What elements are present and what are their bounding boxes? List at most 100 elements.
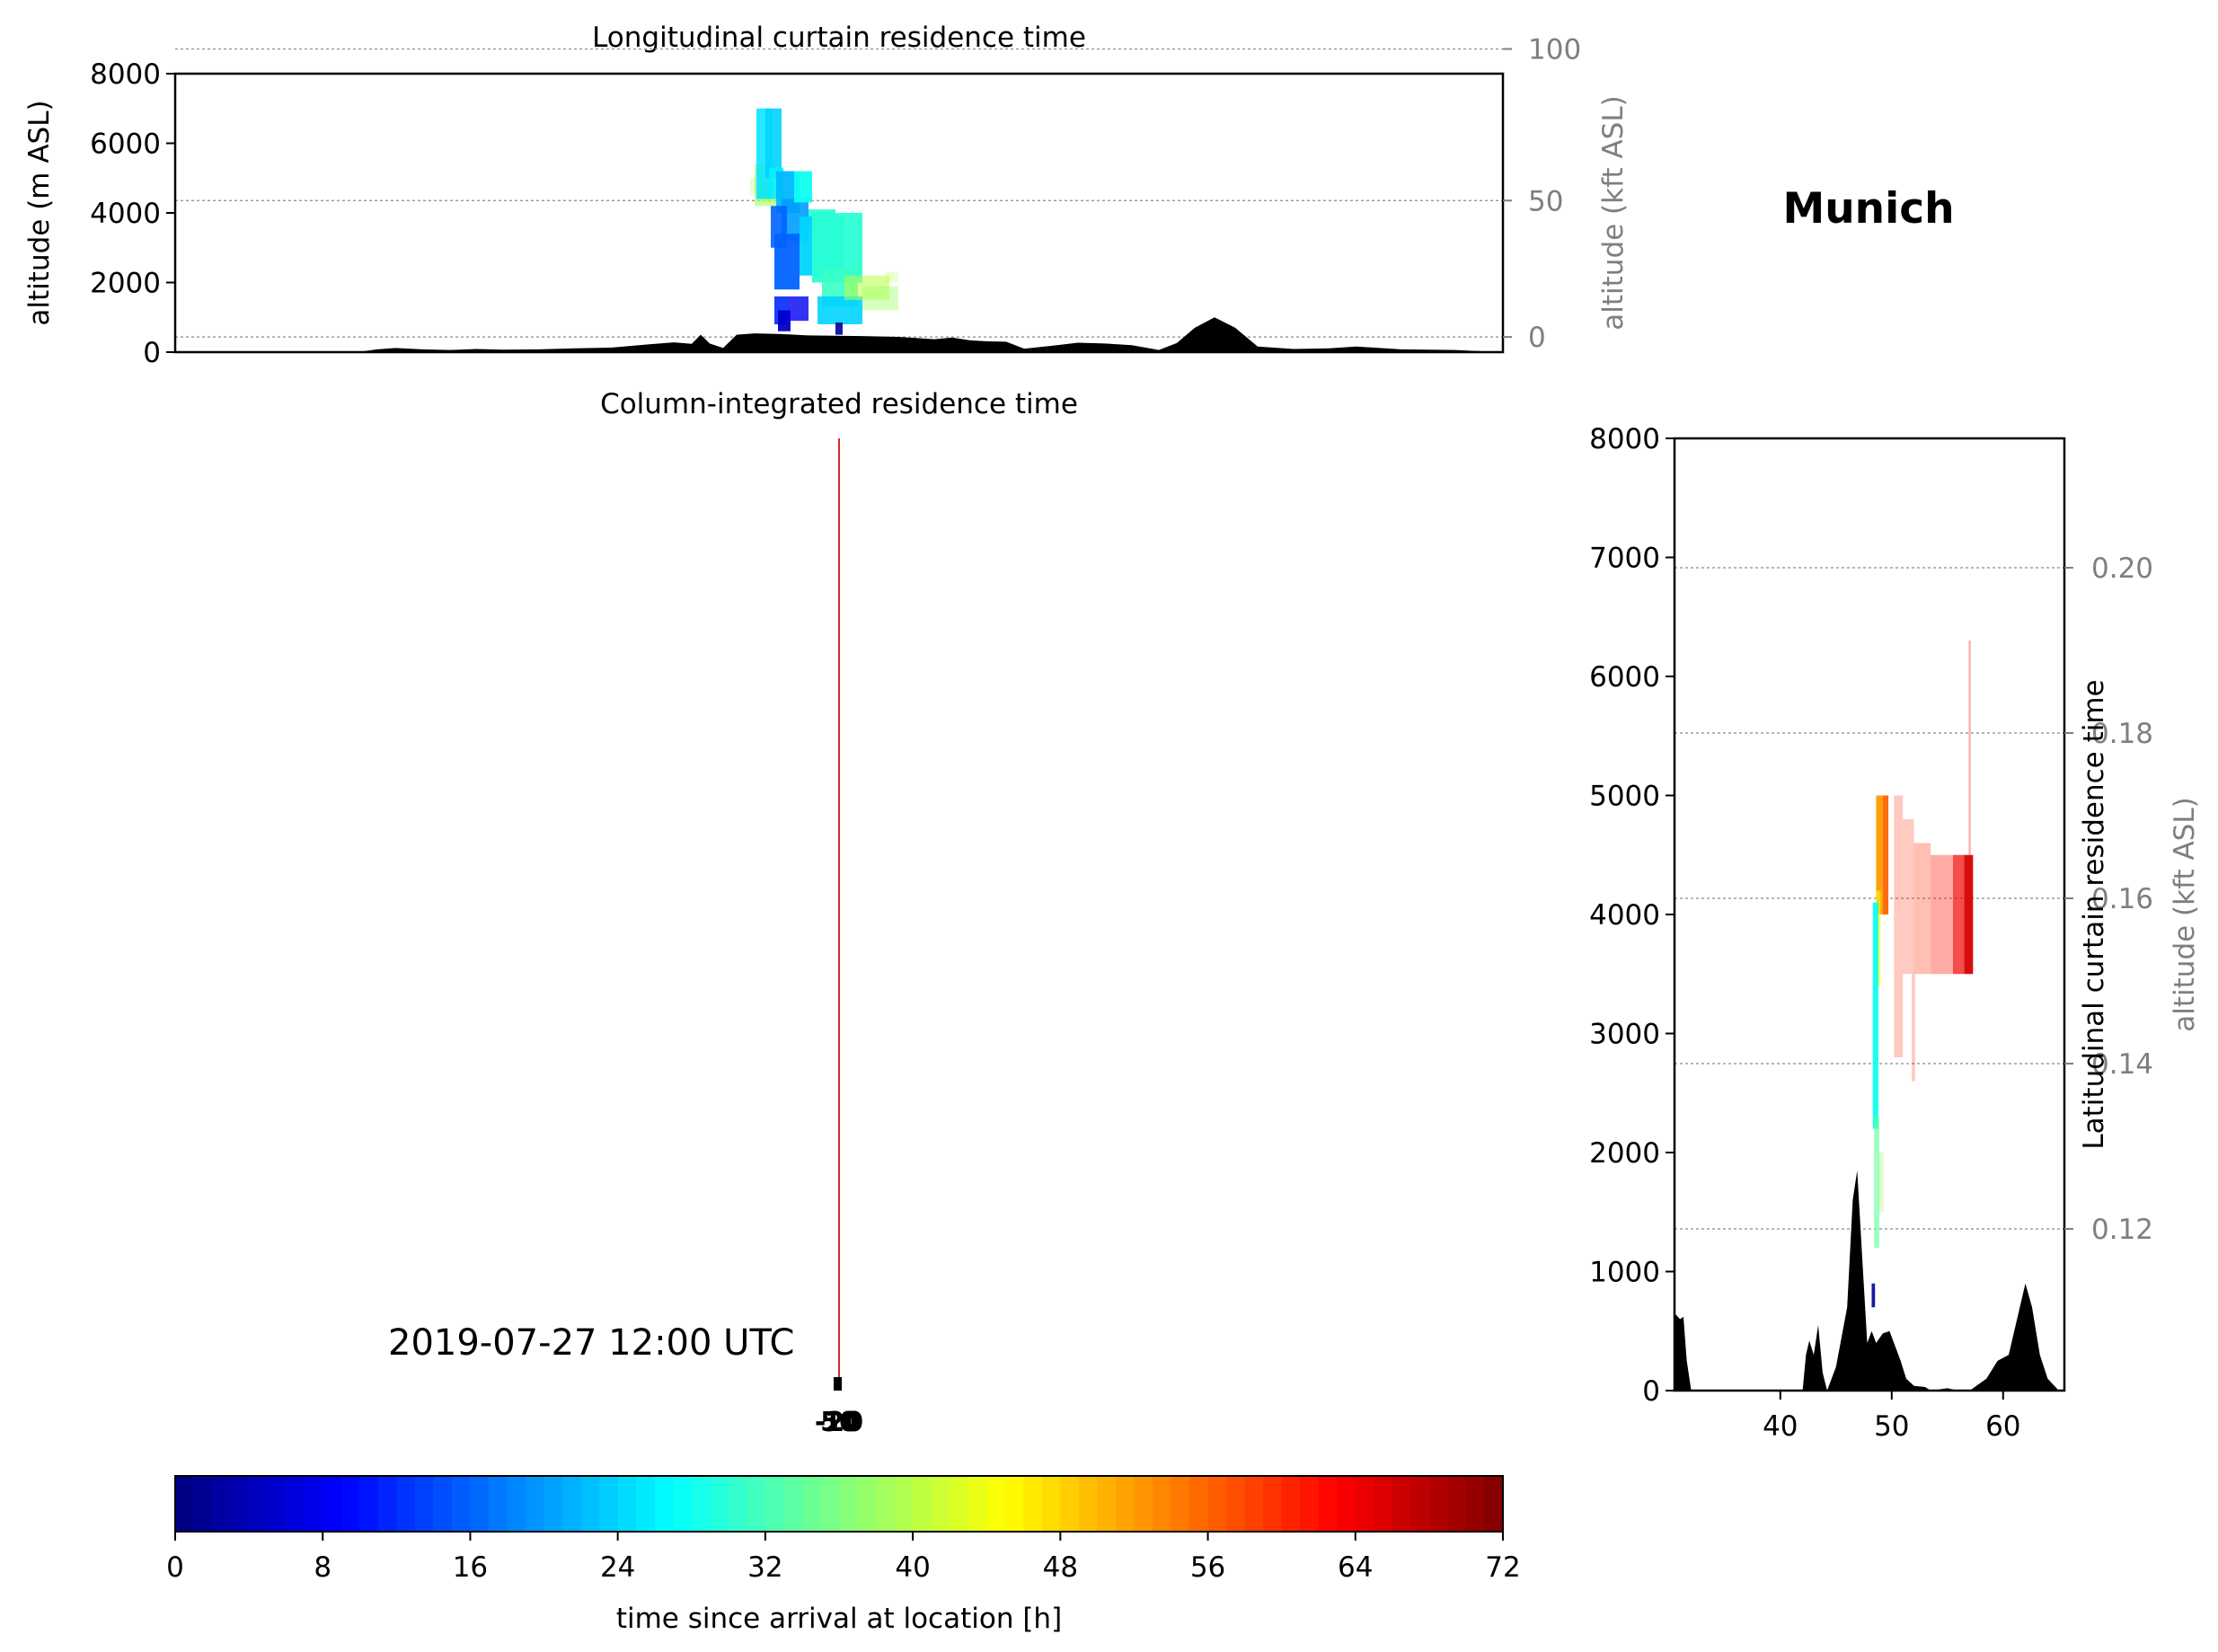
colorbar-cell bbox=[913, 1476, 932, 1532]
colorbar-ticks: 0 8 16 24 32 40 48 56 64 72 bbox=[166, 1532, 1521, 1584]
colorbar-cell bbox=[175, 1476, 195, 1532]
colorbar-cell bbox=[304, 1476, 323, 1532]
colorbar-cell bbox=[710, 1476, 729, 1532]
right-tick-label: 0.16 bbox=[2091, 883, 2153, 915]
right-tick-label: 100 bbox=[1528, 34, 1581, 66]
colorbar-cell bbox=[526, 1476, 545, 1532]
colorbar-cell bbox=[783, 1476, 803, 1532]
y-tick-label: 0 bbox=[1642, 1375, 1660, 1408]
y-tick-label: 4000 bbox=[90, 198, 161, 230]
colorbar-cell bbox=[1244, 1476, 1264, 1532]
y-tick-label: 3000 bbox=[1589, 1019, 1660, 1051]
residence-block bbox=[1903, 819, 1914, 975]
colorbar-cell bbox=[1097, 1476, 1117, 1532]
colorbar-cell bbox=[1023, 1476, 1043, 1532]
colorbar-cell bbox=[230, 1476, 250, 1532]
y-tick-label: 2000 bbox=[90, 268, 161, 300]
residence-block bbox=[1876, 795, 1883, 914]
colorbar-cell bbox=[1374, 1476, 1393, 1532]
column-integrated-panel: Column-integrated residence time -20 50 … bbox=[388, 388, 1078, 1438]
colorbar-cell bbox=[1281, 1476, 1301, 1532]
colorbar-gradient bbox=[175, 1476, 1504, 1532]
longitudinal-curtain-residence-blocks bbox=[750, 108, 898, 335]
colorbar-cell bbox=[839, 1476, 859, 1532]
timestamp-label: 2019-07-27 12:00 UTC bbox=[388, 1322, 794, 1364]
residence-block bbox=[1968, 640, 1971, 855]
colorbar-tick-label: 48 bbox=[1043, 1551, 1078, 1584]
colorbar-cell bbox=[340, 1476, 360, 1532]
colorbar-cell bbox=[1318, 1476, 1338, 1532]
residence-block bbox=[817, 296, 862, 324]
colorbar-cell bbox=[562, 1476, 582, 1532]
colorbar-cell bbox=[1152, 1476, 1172, 1532]
residence-block bbox=[885, 271, 898, 283]
colorbar-cell bbox=[1300, 1476, 1320, 1532]
colorbar-cell bbox=[747, 1476, 766, 1532]
colorbar-tick-label: 32 bbox=[747, 1551, 782, 1584]
latitudinal-curtain-right-axis: 0.12 0.14 0.16 0.18 0.20 bbox=[2064, 552, 2153, 1246]
colorbar-cell bbox=[1465, 1476, 1486, 1532]
residence-block bbox=[1912, 974, 1915, 1082]
y-tick-label: 6000 bbox=[1589, 661, 1660, 693]
collapsed-tick-label: 50 bbox=[820, 1407, 858, 1438]
colorbar-cell bbox=[801, 1476, 822, 1532]
overlapping-tick-labels: -20 50 10 bbox=[815, 1407, 863, 1438]
colorbar-frame bbox=[174, 1475, 1504, 1533]
longitudinal-curtain-topography bbox=[175, 317, 1503, 352]
colorbar-cell bbox=[267, 1476, 287, 1532]
right-tick-label: 0.20 bbox=[2091, 552, 2153, 585]
colorbar-cell bbox=[1226, 1476, 1246, 1532]
colorbar-cell bbox=[691, 1476, 711, 1532]
colorbar-cell bbox=[857, 1476, 877, 1532]
colorbar-cell bbox=[396, 1476, 416, 1532]
colorbar-tick-label: 56 bbox=[1190, 1551, 1225, 1584]
x-tick-label: 40 bbox=[1763, 1410, 1798, 1443]
colorbar-cell bbox=[931, 1476, 950, 1532]
residence-block bbox=[835, 322, 843, 335]
y-tick-label: 8000 bbox=[90, 58, 161, 91]
colorbar-cell bbox=[286, 1476, 305, 1532]
latitudinal-curtain-frame bbox=[1673, 437, 2066, 1392]
colorbar-cell bbox=[377, 1476, 397, 1532]
colorbar-cell bbox=[433, 1476, 453, 1532]
colorbar-cell bbox=[451, 1476, 472, 1532]
y-tick-label: 0 bbox=[143, 337, 161, 369]
residence-block bbox=[1871, 1283, 1876, 1308]
residence-block bbox=[1878, 1153, 1885, 1213]
colorbar-cell bbox=[193, 1476, 213, 1532]
colorbar-cell bbox=[876, 1476, 896, 1532]
colorbar-tick-label: 0 bbox=[166, 1551, 184, 1584]
colorbar-cell bbox=[617, 1476, 637, 1532]
colorbar-cell bbox=[1134, 1476, 1153, 1532]
colorbar-cell bbox=[1337, 1476, 1356, 1532]
residence-block bbox=[774, 234, 800, 290]
colorbar-cell bbox=[1447, 1476, 1467, 1532]
colorbar-cell bbox=[414, 1476, 434, 1532]
colorbar-cell bbox=[323, 1476, 342, 1532]
colorbar-cell bbox=[1189, 1476, 1209, 1532]
residence-block bbox=[1964, 854, 1974, 975]
right-tick-label: 0.18 bbox=[2091, 718, 2153, 750]
latitudinal-curtain-title: Latitudinal curtain residence time bbox=[2078, 679, 2110, 1149]
residence-block bbox=[862, 286, 898, 311]
colorbar-tick-label: 16 bbox=[453, 1551, 488, 1584]
colorbar: 0 8 16 24 32 40 48 56 64 72 time since arrival at… bbox=[166, 1475, 1521, 1635]
y-tick-label: 5000 bbox=[1589, 781, 1660, 813]
longitudinal-curtain-y-axis: 0 2000 4000 6000 8000 bbox=[90, 58, 175, 369]
y-tick-label: 2000 bbox=[1589, 1137, 1660, 1170]
colorbar-tick-label: 8 bbox=[314, 1551, 331, 1584]
colorbar-cell bbox=[654, 1476, 674, 1532]
colorbar-cell bbox=[1410, 1476, 1430, 1532]
collapsed-tick-label: -20 bbox=[815, 1407, 863, 1438]
latitudinal-curtain-gridlines bbox=[1675, 567, 2064, 1230]
y-tick-label: 4000 bbox=[1589, 899, 1660, 932]
colorbar-cell bbox=[986, 1476, 1006, 1532]
residence-block bbox=[794, 171, 812, 203]
latitudinal-curtain-residence-blocks bbox=[1871, 640, 1974, 1308]
colorbar-cell bbox=[968, 1476, 987, 1532]
y-tick-label: 8000 bbox=[1589, 423, 1660, 455]
latitudinal-curtain-x-axis: 40 50 60 bbox=[1763, 1391, 2021, 1443]
colorbar-cell bbox=[599, 1476, 619, 1532]
colorbar-cell bbox=[950, 1476, 969, 1532]
colorbar-cell bbox=[894, 1476, 914, 1532]
